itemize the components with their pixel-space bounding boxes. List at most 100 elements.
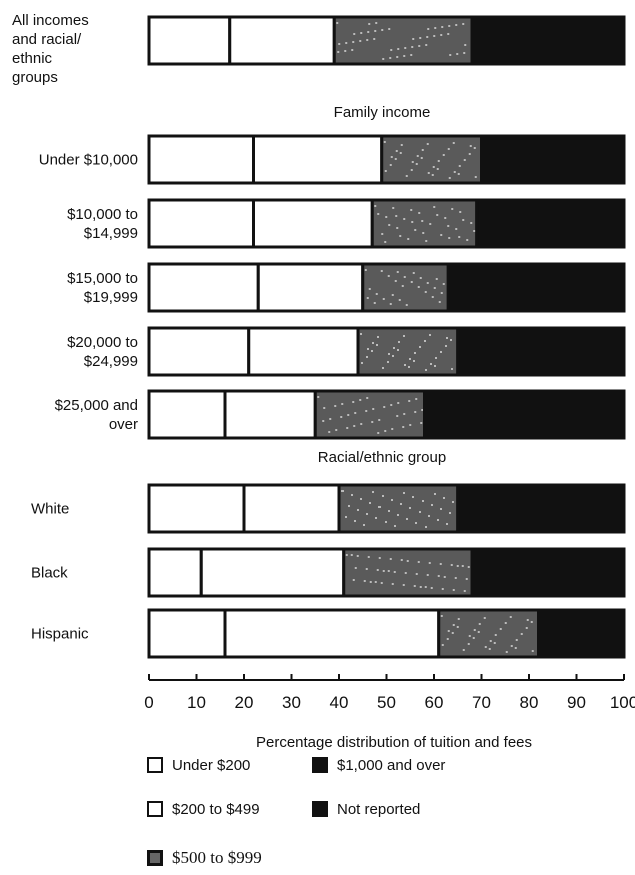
texture-dot	[397, 48, 400, 50]
texture-dot	[445, 345, 447, 347]
bar-segment-1-000-and-over	[470, 547, 626, 598]
texture-dot	[404, 47, 407, 49]
texture-dot	[365, 410, 368, 412]
texture-dot	[384, 430, 387, 432]
texture-dot	[472, 637, 475, 639]
texture-dot	[439, 563, 442, 565]
texture-dot	[389, 303, 392, 305]
texture-dot	[400, 503, 402, 505]
texture-dot	[351, 49, 354, 51]
bar-segment-200-to-499	[256, 262, 365, 313]
texture-dot	[398, 299, 401, 301]
texture-dot	[462, 23, 465, 25]
texture-dot	[526, 619, 529, 621]
category-label-line: $15,000 to	[67, 270, 138, 287]
texture-dot	[420, 157, 423, 159]
texture-dot	[348, 505, 350, 507]
texture-dot	[417, 286, 420, 288]
texture-dot	[345, 554, 348, 556]
category-label-line: $25,000 and	[55, 397, 138, 414]
legend-label-under-200: Under $200	[172, 756, 251, 774]
texture-dot	[367, 556, 370, 558]
texture-dot	[360, 498, 362, 500]
texture-dot	[452, 589, 455, 591]
legend-item-not-reported: Not reported	[312, 801, 420, 817]
bar-row-5	[147, 326, 626, 377]
texture-dot	[353, 425, 356, 427]
group-heading-family-income: Family income	[334, 104, 431, 121]
texture-dot	[433, 287, 436, 289]
texture-dot	[451, 632, 454, 634]
texture-dot	[415, 522, 417, 524]
texture-dot	[388, 353, 390, 355]
texture-dot	[334, 405, 337, 407]
texture-dot	[466, 239, 469, 241]
bar-segment-under-200	[147, 262, 260, 313]
texture-dot	[363, 580, 366, 582]
texture-dot	[411, 46, 414, 48]
x-tick-label: 80	[520, 693, 539, 712]
texture-dot	[381, 233, 384, 235]
texture-dot	[440, 615, 443, 617]
texture-dot	[499, 628, 502, 630]
texture-dot	[419, 511, 421, 513]
bar-segment-500-to-999	[337, 483, 460, 534]
texture-dot	[421, 149, 424, 151]
texture-dot	[354, 412, 357, 414]
texture-dot	[388, 224, 391, 226]
texture-dot	[403, 218, 406, 220]
category-label: Black	[31, 565, 68, 582]
texture-dot	[473, 147, 476, 149]
texture-dot	[429, 334, 431, 336]
texture-dot	[477, 631, 480, 633]
texture-dot	[455, 228, 458, 230]
texture-dot	[425, 240, 428, 242]
x-tick-label: 90	[567, 693, 586, 712]
texture-dot	[387, 570, 390, 572]
texture-dot	[431, 174, 434, 176]
texture-dot	[391, 583, 394, 585]
texture-dot	[375, 22, 378, 24]
texture-dot	[417, 561, 420, 563]
bar-segment-200-to-499	[223, 389, 317, 440]
texture-dot	[397, 349, 399, 351]
texture-dot	[450, 339, 452, 341]
texture-dot	[382, 367, 384, 369]
texture-dot	[398, 341, 400, 343]
bar-segment-200-to-499	[199, 547, 346, 598]
texture-dot	[336, 22, 339, 24]
bar-segment-1-000-and-over	[480, 134, 626, 185]
texture-dot	[354, 567, 357, 569]
texture-dot	[374, 581, 377, 583]
texture-dot	[494, 634, 497, 636]
category-label-line: $19,999	[84, 289, 138, 306]
texture-dot	[530, 621, 533, 623]
category-label: All incomes and racial/ethnic groups	[12, 12, 89, 86]
texture-dot	[457, 618, 460, 620]
texture-dot	[403, 492, 405, 494]
texture-dot	[366, 39, 369, 41]
bar-segment-1-000-and-over	[470, 15, 626, 66]
texture-dot	[456, 565, 459, 567]
texture-dot	[360, 423, 363, 425]
texture-dot	[394, 525, 396, 527]
texture-dot	[381, 29, 384, 31]
texture-dot	[377, 336, 379, 338]
texture-dot	[431, 504, 433, 506]
texture-dot	[414, 411, 417, 413]
texture-dot	[393, 571, 396, 573]
category-label-line: $20,000 to	[67, 334, 138, 351]
texture-dot	[463, 159, 466, 161]
category-label: Under $10,000	[39, 152, 138, 169]
texture-dot	[452, 142, 455, 144]
texture-dot	[363, 524, 365, 526]
texture-dot	[317, 396, 320, 398]
texture-dot	[389, 57, 392, 59]
texture-dot	[368, 23, 371, 25]
category-label-line: $14,999	[84, 225, 138, 242]
legend-swatch-200-to-499	[147, 801, 163, 817]
texture-dot	[345, 42, 348, 44]
texture-dot	[446, 337, 448, 339]
texture-dot	[395, 215, 398, 217]
bar-segment-500-to-999	[313, 389, 426, 440]
